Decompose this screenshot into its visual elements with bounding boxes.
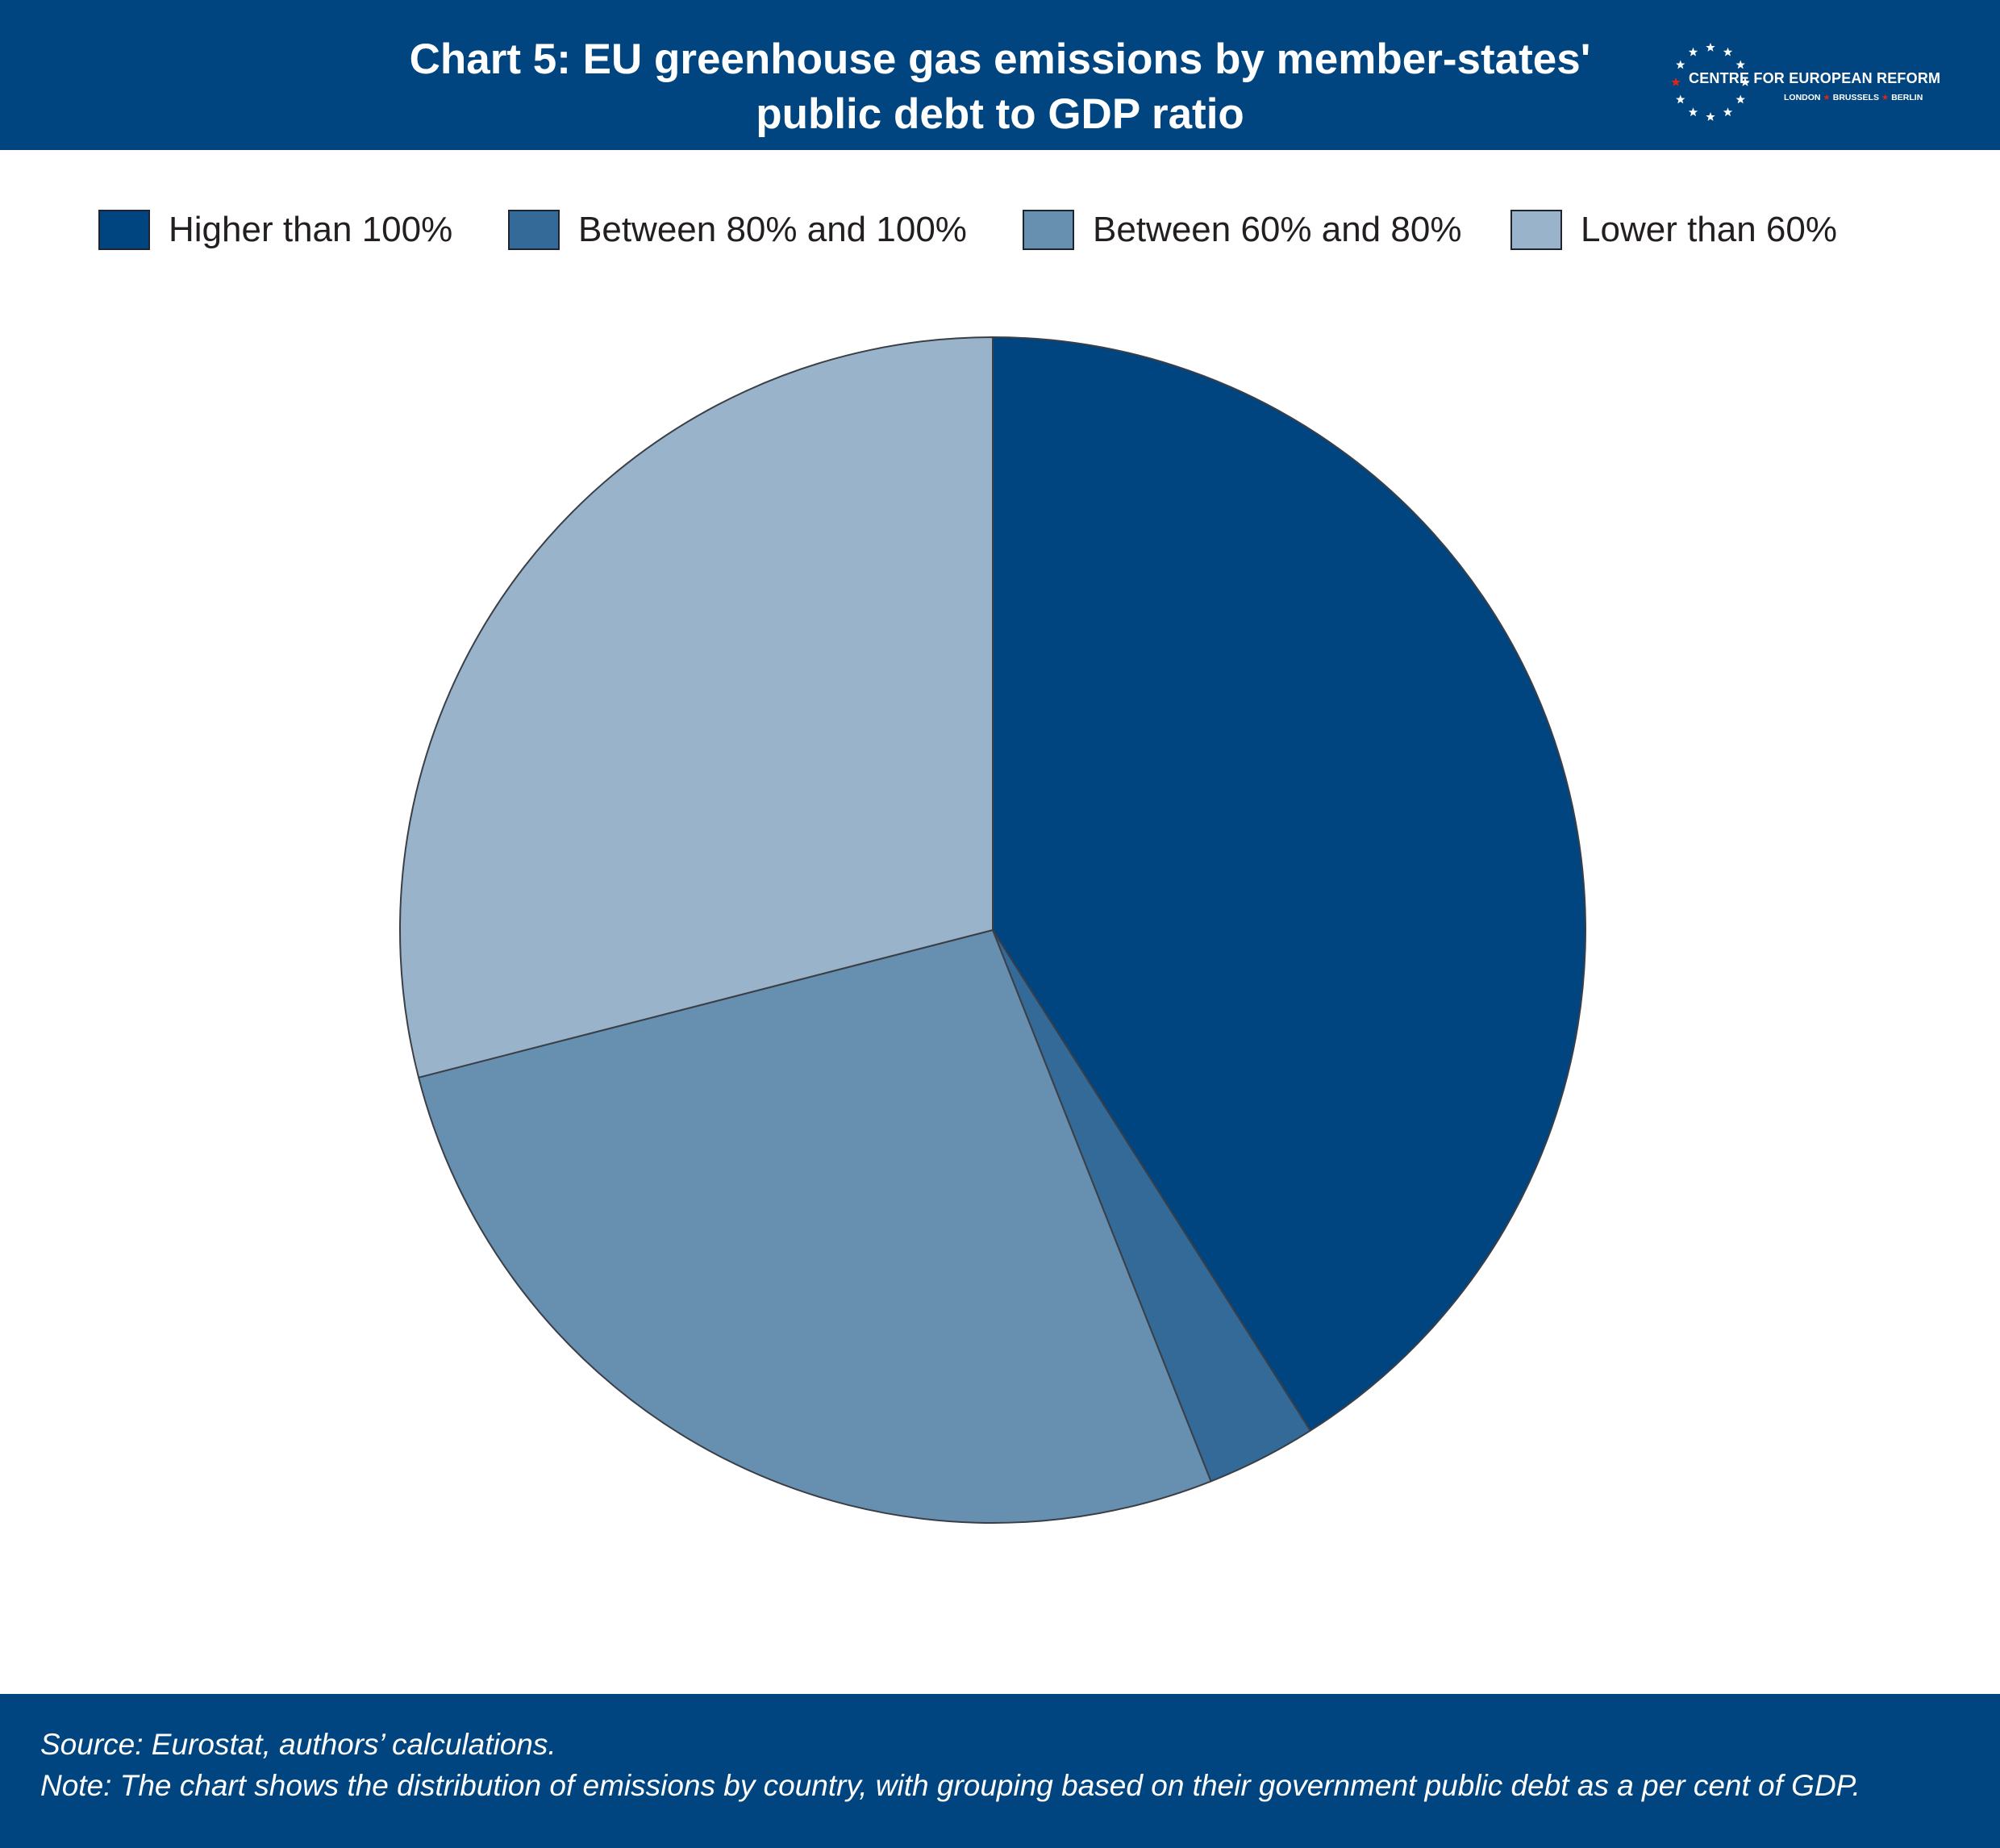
- logo-star: [1688, 47, 1698, 56]
- logo-star: [1706, 112, 1715, 121]
- logo-star: [1735, 94, 1745, 104]
- logo-star-separator: ★: [1881, 93, 1890, 102]
- eu-stars-icon: [1671, 43, 1750, 121]
- chart-title-line-1: Chart 5: EU greenhouse gas emissions by …: [409, 35, 1591, 83]
- logo-star: [1740, 77, 1750, 86]
- logo-star: [1688, 107, 1698, 117]
- legend-swatch: [508, 210, 560, 250]
- logo-star: [1676, 60, 1685, 69]
- legend-label: Between 80% and 100%: [578, 210, 967, 249]
- footer-banner: Source: Eurostat, authors’ calculations.…: [0, 1694, 2000, 1848]
- logo-star: [1706, 43, 1715, 52]
- pie-chart: [399, 336, 1586, 1524]
- logo-cities: LONDON ★ BRUSSELS ★ BERLIN: [1784, 93, 1923, 102]
- logo-star: [1723, 47, 1733, 56]
- legend-swatch: [98, 210, 150, 250]
- logo-name: CENTRE FOR EUROPEAN REFORM: [1689, 70, 1941, 86]
- logo-star-separator: ★: [1823, 93, 1831, 102]
- logo-star: [1676, 94, 1685, 104]
- cer-logo: CENTRE FOR EUROPEAN REFORM LONDON ★ BRUS…: [1666, 40, 1940, 129]
- legend-label: Higher than 100%: [169, 210, 453, 249]
- logo-star: [1723, 107, 1733, 117]
- chart-title-line-2: public debt to GDP ratio: [756, 90, 1244, 138]
- logo-city-london: LONDON: [1784, 93, 1821, 102]
- chart-legend: Higher than 100% Between 80% and 100% Be…: [0, 203, 2000, 257]
- source-text: Source: Eurostat, authors’ calculations.: [40, 1728, 556, 1761]
- pie-slice-higher-than-100: [992, 336, 1586, 1432]
- logo-star: [1671, 77, 1681, 86]
- legend-swatch: [1023, 210, 1074, 250]
- header-banner: Chart 5: EU greenhouse gas emissions by …: [0, 0, 2000, 150]
- logo-city-brussels: BRUSSELS: [1832, 93, 1879, 102]
- legend-label: Between 60% and 80%: [1093, 210, 1462, 249]
- pie-slice-between-60-and-80: [418, 929, 1212, 1524]
- pie-slice-lower-than-60: [399, 336, 994, 1078]
- chart-title: Chart 5: EU greenhouse gas emissions by …: [0, 32, 2000, 142]
- logo-star: [1735, 60, 1745, 69]
- logo-city-berlin: BERLIN: [1891, 93, 1923, 102]
- legend-swatch: [1510, 210, 1562, 250]
- legend-label: Lower than 60%: [1581, 210, 1837, 249]
- note-text: Note: The chart shows the distribution o…: [40, 1769, 1860, 1802]
